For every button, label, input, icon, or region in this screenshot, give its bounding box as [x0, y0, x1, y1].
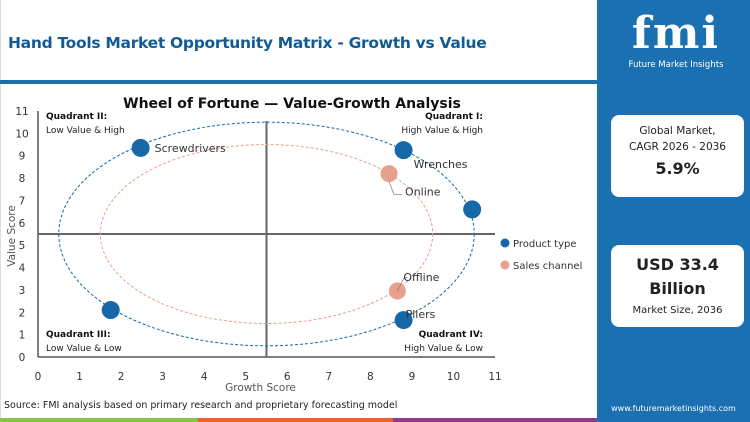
- y-axis-label: Value Score: [6, 205, 18, 267]
- quadrant-title: Quadrant II:: [46, 112, 107, 122]
- data-label: Screwdrivers: [155, 142, 226, 155]
- market-size-card: USD 33.4 Billion Market Size, 2036: [611, 245, 744, 327]
- quadrant-description: Low Value & Low: [46, 344, 122, 354]
- logo-mark: fmi: [631, 8, 721, 59]
- y-tick-label: 10: [15, 128, 28, 140]
- sidebar: fmi Future Market Insights Global Market…: [597, 0, 750, 422]
- x-tick-label: 1: [76, 371, 83, 383]
- data-point: [394, 311, 413, 330]
- title-underline: [0, 80, 598, 84]
- fmi-logo: fmi Future Market Insights: [621, 8, 731, 70]
- x-tick-label: 11: [488, 371, 501, 383]
- quadrant-title: Quadrant I:: [425, 112, 483, 122]
- data-label: Pliers: [406, 308, 436, 321]
- data-point: [131, 138, 150, 157]
- legend-label: Product type: [513, 239, 577, 250]
- stripe-purple: [393, 418, 597, 422]
- y-tick-label: 11: [15, 106, 28, 118]
- x-tick-label: 2: [118, 371, 125, 383]
- x-axis-label: Growth Score: [225, 382, 296, 394]
- y-tick-label: 3: [19, 285, 26, 297]
- logo-subtitle: Future Market Insights: [628, 60, 724, 70]
- y-tick-label: 4: [19, 263, 26, 275]
- size-value-2: Billion: [649, 279, 706, 298]
- quadrant-description: High Value & Low: [404, 344, 483, 354]
- y-tick-label: 6: [19, 218, 26, 230]
- x-tick-label: 0: [35, 371, 42, 383]
- x-tick-label: 8: [367, 371, 374, 383]
- data-label: Wrenches: [414, 158, 468, 171]
- data-label: Online: [405, 186, 441, 199]
- size-value-1: USD 33.4: [636, 255, 719, 274]
- y-tick-label: 1: [19, 330, 26, 342]
- x-tick-label: 4: [201, 371, 208, 383]
- series-ellipse: [99, 144, 434, 324]
- y-tick-label: 2: [19, 307, 26, 319]
- cagr-card: Global Market, CAGR 2026 - 2036 5.9%: [611, 115, 744, 197]
- source-note: Source: FMI analysis based on primary re…: [4, 400, 398, 411]
- left-border: [0, 0, 1, 422]
- data-point: [394, 141, 413, 160]
- y-tick-label: 0: [19, 352, 26, 364]
- chart-title: Wheel of Fortune — Value-Growth Analysis: [123, 96, 461, 112]
- legend-label: Sales channel: [513, 261, 582, 272]
- x-tick-label: 3: [159, 371, 166, 383]
- cagr-label-2: CAGR 2026 - 2036: [628, 141, 726, 153]
- data-label: Offline: [403, 271, 439, 284]
- quadrant-description: Low Value & High: [46, 126, 125, 136]
- x-tick-label: 6: [284, 371, 291, 383]
- y-tick-label: 7: [19, 195, 26, 207]
- data-point: [101, 301, 120, 320]
- series-ellipse: [58, 121, 475, 347]
- data-point: [380, 165, 398, 183]
- size-label: Market Size, 2036: [632, 305, 723, 316]
- website-link[interactable]: www.futuremarketinsights.com: [611, 404, 736, 413]
- quadrant-title: Quadrant III:: [46, 330, 111, 340]
- cagr-value: 5.9%: [655, 159, 700, 178]
- y-tick-label: 9: [19, 151, 26, 163]
- leader-line: [388, 181, 403, 196]
- page-title: Hand Tools Market Opportunity Matrix - G…: [8, 34, 487, 52]
- x-tick-label: 7: [325, 371, 332, 383]
- data-point: [463, 200, 482, 219]
- legend-marker: [500, 260, 510, 270]
- y-tick-label: 8: [19, 173, 26, 185]
- cagr-label-1: Global Market,: [639, 125, 716, 137]
- x-tick-label: 5: [242, 371, 249, 383]
- data-point: [388, 282, 406, 300]
- x-tick-label: 10: [447, 371, 460, 383]
- y-tick-label: 5: [19, 240, 26, 252]
- chart: Wheel of Fortune — Value-Growth Analysis…: [6, 96, 582, 394]
- x-tick-label: 9: [409, 371, 416, 383]
- legend-marker: [500, 238, 510, 248]
- quadrant-description: High Value & High: [401, 126, 483, 136]
- stripe-orange: [198, 418, 393, 422]
- stripe-green: [0, 418, 198, 422]
- quadrant-title: Quadrant IV:: [419, 330, 483, 340]
- leader-line: [397, 276, 408, 292]
